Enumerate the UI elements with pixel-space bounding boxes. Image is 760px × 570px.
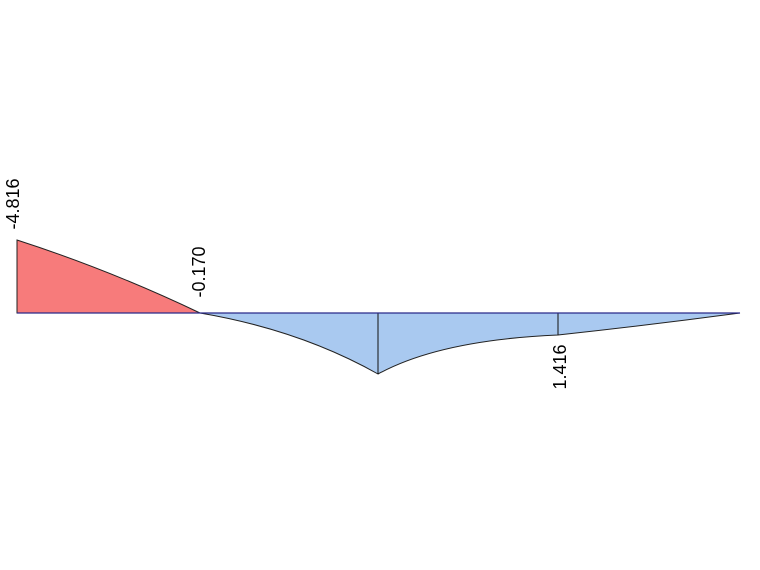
- positive-region: [199, 312, 741, 375]
- value-label: -4.816: [3, 178, 23, 229]
- value-label: 1.416: [550, 344, 570, 389]
- negative-region: [16, 239, 201, 314]
- value-label: -0.170: [189, 246, 209, 297]
